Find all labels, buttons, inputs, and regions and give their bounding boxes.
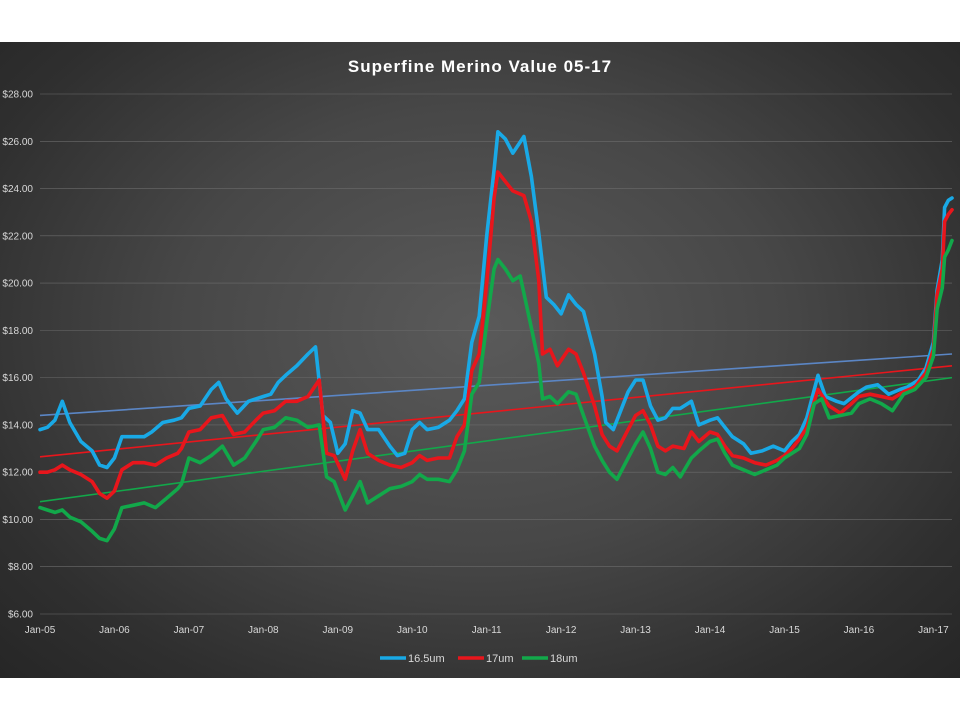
x-tick-label: Jan-12 — [546, 625, 577, 636]
series-line-16.5um — [38, 130, 954, 470]
x-axis-ticks: Jan-05 Jan-06 Jan-07 Jan-08 Jan-09 Jan-10 Jan-… — [25, 625, 949, 636]
y-tick-label: $18.00 — [2, 326, 33, 337]
gridlines — [40, 93, 952, 615]
y-tick-label: $22.00 — [2, 231, 33, 242]
y-tick-label: $12.00 — [2, 468, 33, 479]
trendline — [39, 376, 953, 503]
y-tick-label: $20.00 — [2, 279, 33, 290]
y-tick-label: $24.00 — [2, 184, 33, 195]
y-tick-label: $14.00 — [2, 420, 33, 431]
x-tick-label: Jan-07 — [174, 625, 205, 636]
series-line-18um — [38, 238, 954, 543]
x-tick-label: Jan-16 — [844, 625, 875, 636]
line-chart: Superfine Merino Value 05-17 $6.00$8.00$… — [2, 57, 954, 665]
x-tick-label: Jan-08 — [248, 625, 279, 636]
x-tick-label: Jan-09 — [323, 625, 354, 636]
x-tick-label: Jan-11 — [472, 625, 502, 636]
x-tick-label: Jan-17 — [918, 625, 949, 636]
x-tick-label: Jan-13 — [620, 625, 651, 636]
x-tick-label: Jan-15 — [769, 625, 800, 636]
series-lines — [38, 130, 954, 543]
legend: 16.5um 17um 18um — [380, 653, 578, 665]
y-tick-label: $16.00 — [2, 373, 33, 384]
x-tick-label: Jan-14 — [695, 625, 726, 636]
y-tick-label: $8.00 — [8, 562, 33, 573]
y-tick-label: $10.00 — [2, 515, 33, 526]
y-tick-label: $6.00 — [8, 610, 33, 621]
x-tick-label: Jan-10 — [397, 625, 428, 636]
y-tick-label: $28.00 — [2, 90, 33, 101]
trendline — [39, 365, 953, 458]
chart-title: Superfine Merino Value 05-17 — [348, 57, 612, 76]
legend-label: 17um — [486, 653, 514, 665]
legend-label: 16.5um — [408, 653, 445, 665]
trendline — [39, 353, 953, 417]
x-tick-label: Jan-05 — [25, 625, 56, 636]
y-axis-ticks: $6.00 $8.00 $10.00 $12.00 $14.00 $16.00 $18.00… — [2, 90, 33, 621]
trendlines — [39, 353, 953, 503]
legend-label: 18um — [550, 653, 578, 665]
y-tick-label: $26.00 — [2, 137, 33, 148]
chart-panel: Superfine Merino Value 05-17 $6.00 $8.00 $… — [0, 42, 960, 678]
series-line-17um — [38, 170, 954, 500]
x-tick-label: Jan-06 — [99, 625, 130, 636]
